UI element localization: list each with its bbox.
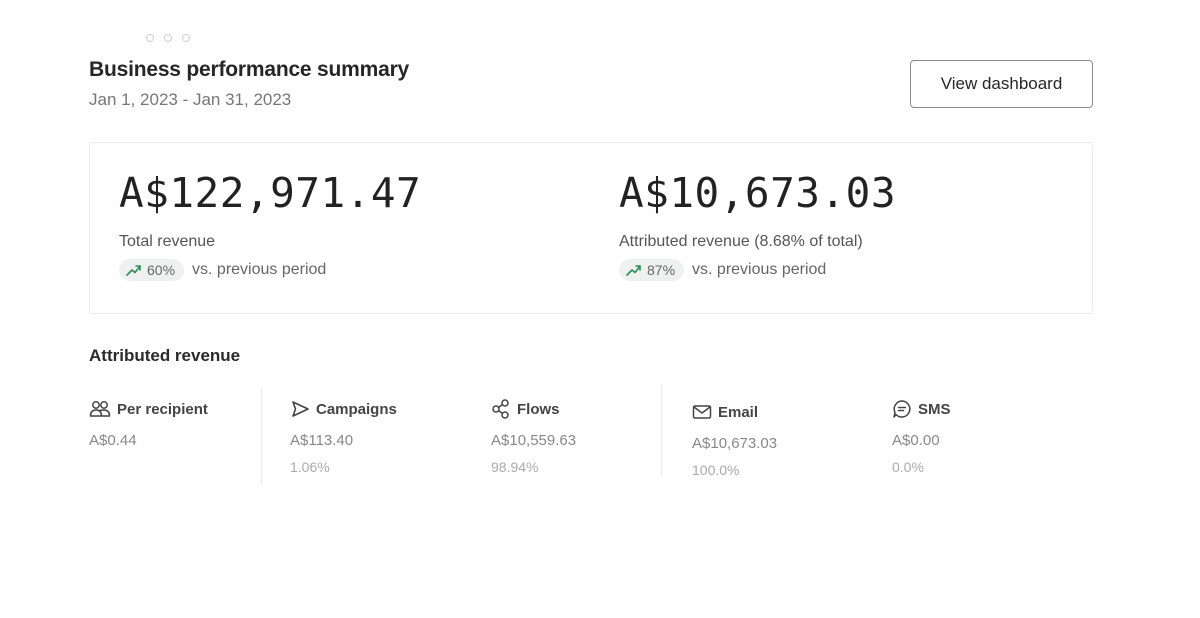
change-percent: 60% (147, 262, 176, 278)
window-dot (164, 34, 172, 42)
breakdown-amount: A$0.44 (89, 432, 137, 449)
column-divider (661, 384, 662, 476)
breakdown-sms: SMS A$0.00 0.0% (892, 398, 951, 475)
summary-card: A$122,971.47 Total revenue 60% vs. previ… (89, 142, 1093, 314)
breakdown-percent: 1.06% (290, 459, 330, 475)
change-badge: 87% (619, 259, 685, 281)
page-title: Business performance summary (89, 58, 410, 81)
breakdown-label: Campaigns (316, 400, 397, 418)
breakdown-campaigns: Campaigns A$113.40 1.06% (290, 398, 397, 476)
change-percent: 87% (647, 262, 676, 278)
breakdown-label: Email (718, 403, 759, 421)
view-dashboard-button[interactable]: View dashboard (910, 60, 1093, 108)
flows-icon (491, 399, 511, 419)
total-revenue-change: 60% vs. previous period (119, 259, 421, 281)
breakdown-amount: A$10,673.03 (692, 435, 778, 452)
sms-icon (892, 399, 912, 419)
attributed-revenue-change: 87% vs. previous period (619, 259, 896, 281)
attributed-revenue-label: Attributed revenue (8.68% of total) (619, 233, 863, 250)
breakdown-percent: 100.0% (692, 462, 740, 478)
window-dot (182, 34, 190, 42)
breakdown-header: Email (692, 401, 777, 423)
breakdown-percent: 0.0% (892, 459, 924, 475)
total-revenue-label: Total revenue (119, 233, 216, 250)
breakdown-label: SMS (918, 400, 951, 418)
breakdown-header: Campaigns (290, 398, 397, 420)
breakdown-header: SMS (892, 398, 951, 420)
breakdown-percent: 98.94% (491, 459, 539, 475)
total-revenue-value: A$122,971.47 (119, 169, 422, 217)
change-badge: 60% (119, 259, 185, 281)
send-icon (290, 400, 310, 418)
breakdown-amount: A$113.40 (290, 432, 354, 449)
attributed-revenue-value: A$10,673.03 (619, 169, 897, 217)
window-dot (146, 34, 154, 42)
breakdown-header: Per recipient (89, 398, 208, 420)
change-suffix: vs. previous period (192, 261, 327, 278)
people-icon (89, 400, 111, 418)
breakdown-amount: A$10,559.63 (491, 432, 577, 449)
total-revenue-metric: A$122,971.47 Total revenue 60% vs. previ… (119, 173, 421, 281)
trend-up-icon (126, 263, 142, 277)
breakdown-amount: A$0.00 (892, 432, 940, 449)
breakdown-per-recipient: Per recipient A$0.44 (89, 398, 208, 450)
breakdown-label: Per recipient (117, 400, 208, 418)
breakdown-header: Flows (491, 398, 576, 420)
trend-up-icon (626, 263, 642, 277)
column-divider (261, 388, 262, 486)
email-icon (692, 404, 712, 420)
attributed-revenue-metric: A$10,673.03 Attributed revenue (8.68% of… (619, 173, 896, 281)
window-dots (146, 34, 190, 42)
change-suffix: vs. previous period (692, 261, 827, 278)
breakdown-label: Flows (517, 400, 560, 418)
breakdown-flows: Flows A$10,559.63 98.94% (491, 398, 576, 475)
breakdown-email: Email A$10,673.03 100.0% (692, 401, 778, 479)
date-range: Jan 1, 2023 - Jan 31, 2023 (89, 90, 292, 109)
attributed-revenue-section-title: Attributed revenue (89, 346, 241, 365)
